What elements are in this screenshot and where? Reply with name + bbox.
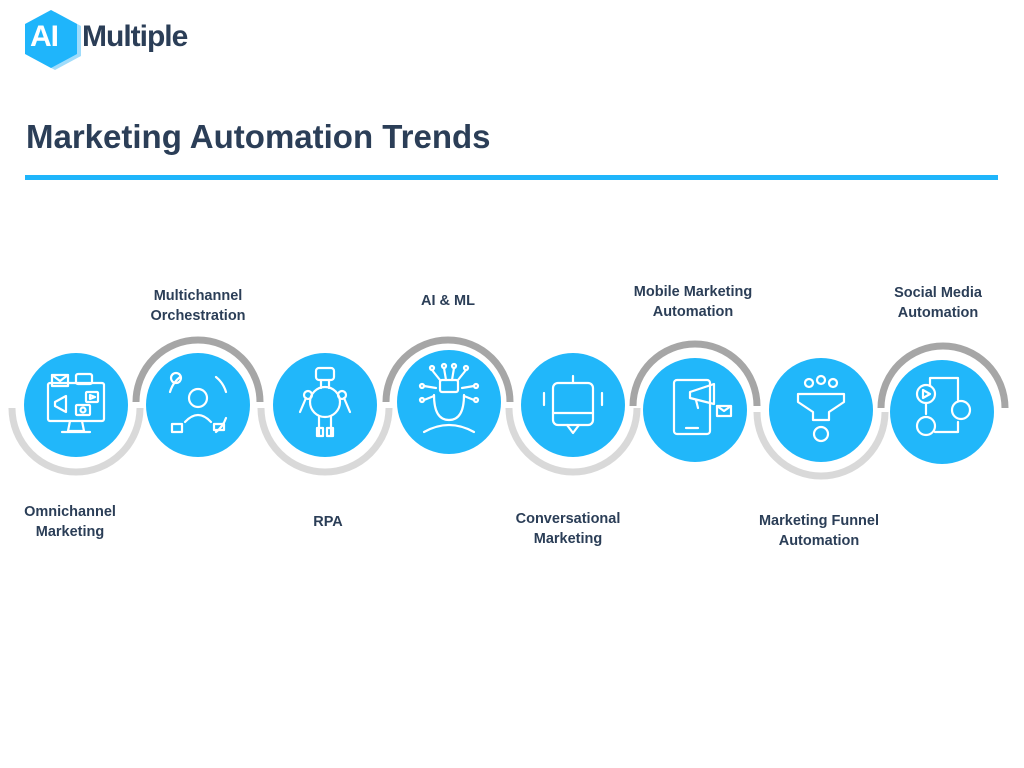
social-media-icon xyxy=(915,376,972,437)
arc-top-6 xyxy=(629,340,761,407)
title-underline xyxy=(25,175,998,180)
label-line-1: Omnichannel xyxy=(24,504,116,520)
label-line-2: Automation xyxy=(652,304,734,320)
label-line-1: Mobile Marketing xyxy=(633,284,753,300)
label-line-1: RPA xyxy=(313,514,343,530)
trend-label-ai-ml: AI & ML xyxy=(373,291,523,311)
trend-label-rpa: RPA xyxy=(253,512,403,532)
trend-label-omnichannel: Omnichannel Marketing xyxy=(0,502,145,542)
trend-circle-6 xyxy=(643,358,747,462)
label-line-1: Social Media xyxy=(894,285,982,301)
label-line-1: Marketing Funnel xyxy=(758,513,880,529)
ai-brain-icon xyxy=(418,362,480,434)
label-line-2: Automation xyxy=(778,533,860,549)
label-line-2: Marketing xyxy=(533,531,603,547)
arc-top-8 xyxy=(877,342,1009,409)
mobile-megaphone-icon xyxy=(672,378,733,436)
monitor-media-icon xyxy=(46,372,106,434)
logo-ai-text: AI xyxy=(30,20,59,53)
logo-hexagon-icon xyxy=(25,10,81,70)
arc-bottom-3 xyxy=(257,407,393,476)
label-line-1: Multichannel xyxy=(153,288,243,304)
arc-top-4 xyxy=(382,336,514,403)
trend-label-mobile: Mobile Marketing Automation xyxy=(618,282,768,322)
label-line-1: Conversational xyxy=(515,511,621,527)
trend-label-funnel: Marketing Funnel Automation xyxy=(744,511,894,551)
arc-bottom-1 xyxy=(8,407,144,476)
label-line-2: Orchestration xyxy=(150,308,246,324)
trend-circle-4 xyxy=(397,350,501,454)
trend-label-multichannel: Multichannel Orchestration xyxy=(123,286,273,326)
trend-circle-5 xyxy=(521,353,625,457)
funnel-icon xyxy=(796,374,846,443)
arc-bottom-7 xyxy=(753,411,889,480)
trend-circle-2 xyxy=(146,353,250,457)
arc-top-2 xyxy=(132,336,264,403)
label-line-2: Marketing xyxy=(35,524,105,540)
page-title: Marketing Automation Trends xyxy=(26,118,491,155)
trend-label-conversational: Conversational Marketing xyxy=(493,509,643,549)
trend-circle-7 xyxy=(769,358,873,462)
label-line-2: Automation xyxy=(897,305,979,321)
chatbot-icon xyxy=(542,374,604,435)
logo-brand-text: Multiple xyxy=(82,20,188,53)
robot-icon xyxy=(298,366,352,438)
trend-circle-3 xyxy=(273,353,377,457)
trend-label-social: Social Media Automation xyxy=(863,283,1013,323)
agent-channels-icon xyxy=(168,371,228,434)
label-line-1: AI & ML xyxy=(421,293,475,309)
trend-circle-8 xyxy=(890,360,994,464)
arc-bottom-5 xyxy=(505,407,641,476)
